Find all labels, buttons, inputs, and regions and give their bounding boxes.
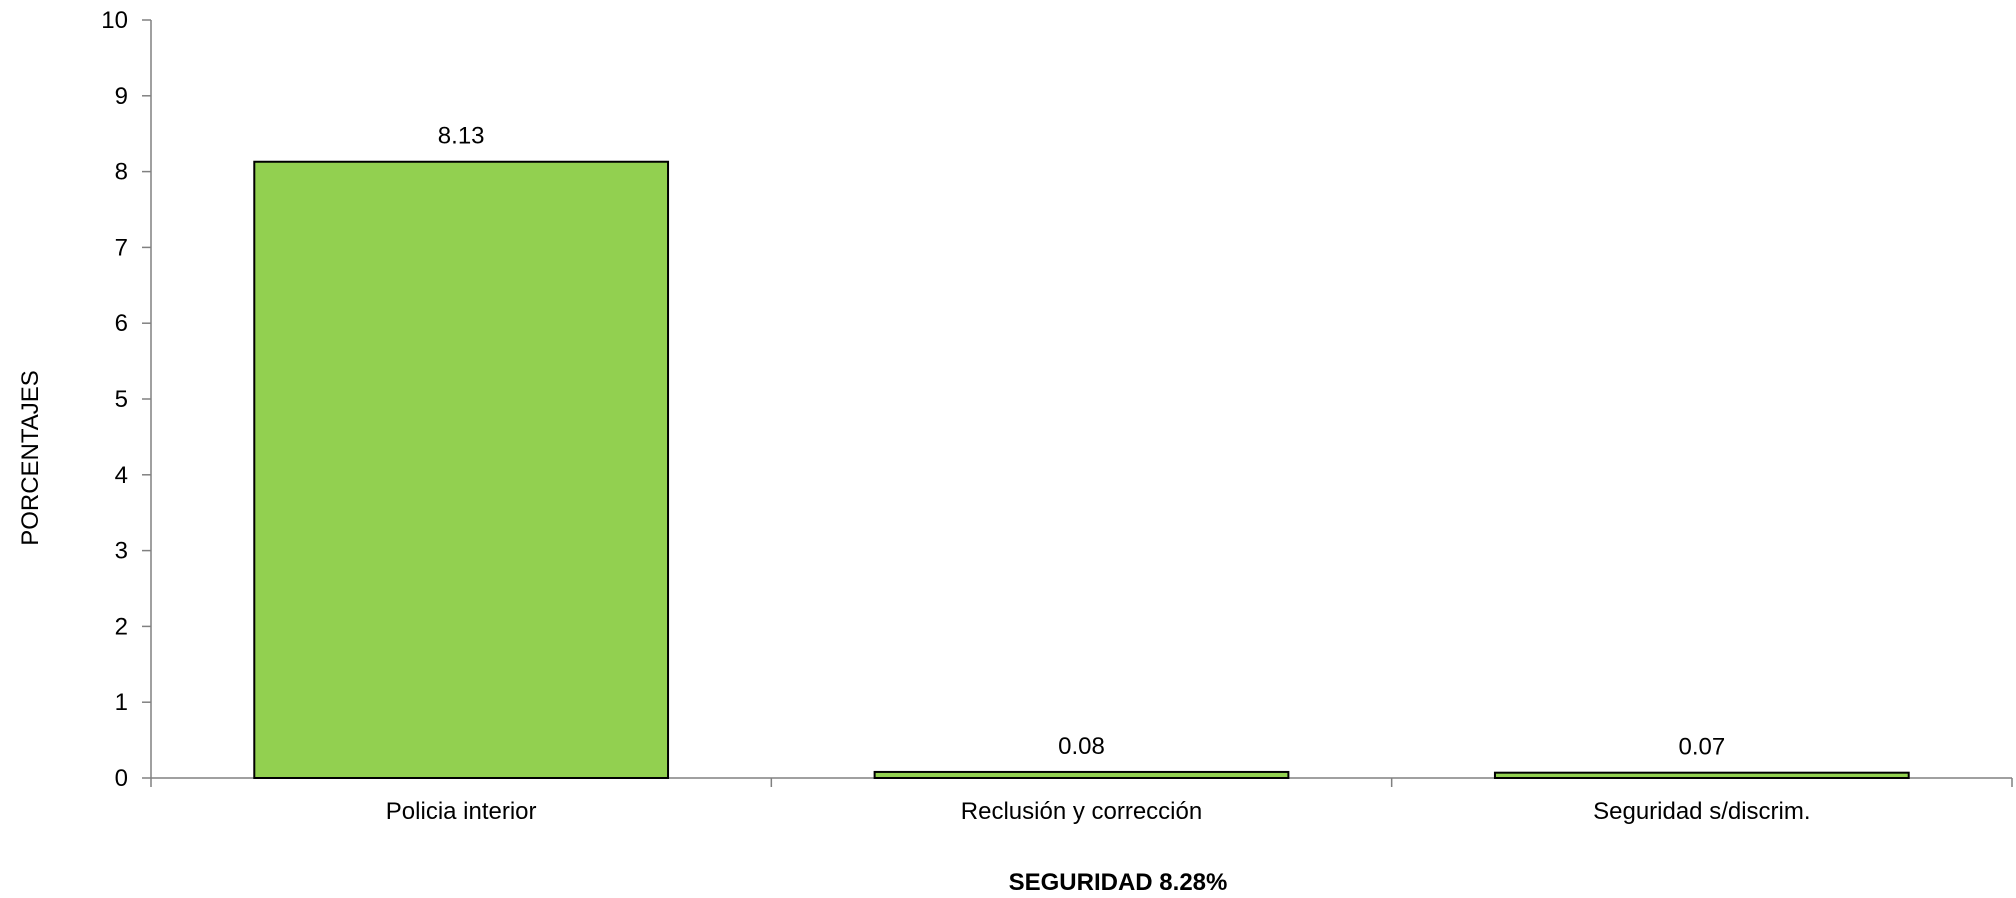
y-tick-label: 5 <box>115 386 128 413</box>
x-tick-label: Seguridad s/discrim. <box>1593 798 1810 825</box>
x-tick-label: Policia interior <box>386 798 537 825</box>
x-tick-label: Reclusión y corrección <box>961 798 1202 825</box>
y-tick-label: 9 <box>115 83 128 110</box>
y-axis-title: PORCENTAJES <box>17 370 44 546</box>
data-label: 0.07 <box>1678 734 1725 761</box>
y-tick-label: 6 <box>115 310 128 337</box>
y-tick-label: 0 <box>115 765 128 792</box>
chart-title: SEGURIDAD 8.28% <box>1009 869 1228 896</box>
data-labels: 8.13 0.08 0.07 <box>438 123 1725 761</box>
y-tick-label: 10 <box>101 7 128 34</box>
bar <box>253 160 670 780</box>
y-tick-label: 4 <box>115 462 128 489</box>
data-label: 8.13 <box>438 123 485 150</box>
y-tick-label: 8 <box>115 159 128 186</box>
y-axis: 0 1 2 3 4 5 6 7 8 9 10 <box>101 7 152 792</box>
data-label: 0.08 <box>1058 733 1105 760</box>
y-tick-label: 2 <box>115 613 128 640</box>
bar <box>873 770 1290 779</box>
bars <box>253 160 1910 780</box>
y-tick-label: 1 <box>115 689 128 716</box>
y-tick-label: 7 <box>115 234 128 261</box>
x-axis: Policia interior Reclusión y corrección Se… <box>150 777 2013 825</box>
y-tick-label: 3 <box>115 538 128 565</box>
bar <box>1493 771 1910 779</box>
